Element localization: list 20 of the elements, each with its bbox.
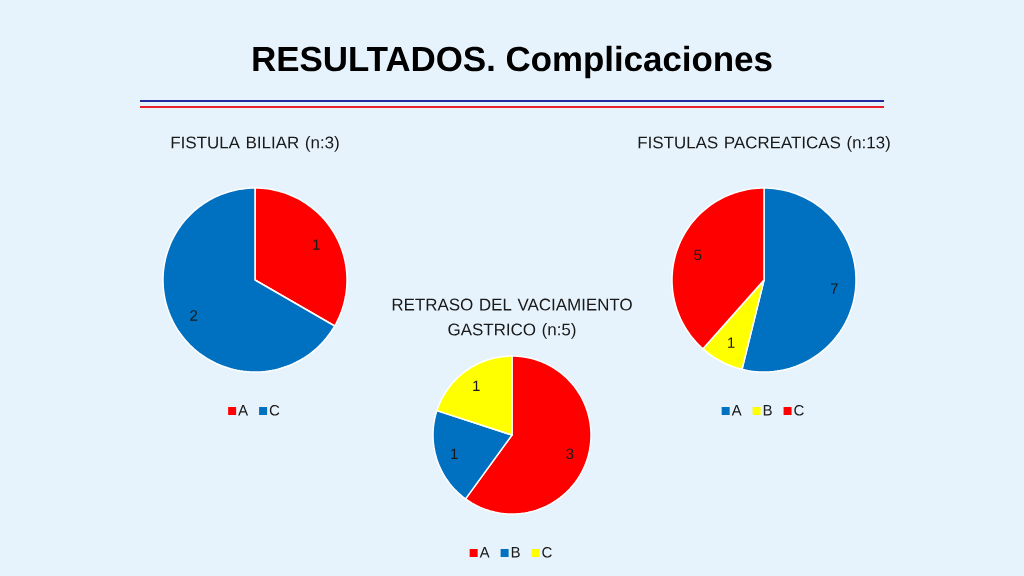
legend-label: A xyxy=(479,547,490,558)
data-label: 1 xyxy=(313,239,320,250)
chart-title: FISTULA BILIAR (n:3) xyxy=(171,136,339,152)
legend-label: B xyxy=(763,405,772,416)
data-label: 7 xyxy=(830,283,838,294)
legend-label: A xyxy=(731,405,742,416)
legend-label: C xyxy=(269,405,280,416)
legend-label: C xyxy=(794,405,804,416)
legend-label: B xyxy=(511,547,520,558)
chart-title: RETRASO DEL VACIAMIENTO GASTRICO (n:5) xyxy=(392,298,632,339)
chart-title: FISTULAS PACREATICAS (n:13) xyxy=(638,136,890,152)
data-label: 1 xyxy=(728,337,735,348)
text: RESULTADOS. Complicaciones xyxy=(253,45,772,79)
legend-label: A xyxy=(238,405,249,416)
legend-label: C xyxy=(542,547,552,558)
data-label: 1 xyxy=(451,448,458,459)
data-label: 5 xyxy=(694,249,702,261)
data-label: 2 xyxy=(190,310,198,321)
data-label: 3 xyxy=(566,448,574,460)
data-label: 1 xyxy=(473,380,480,391)
